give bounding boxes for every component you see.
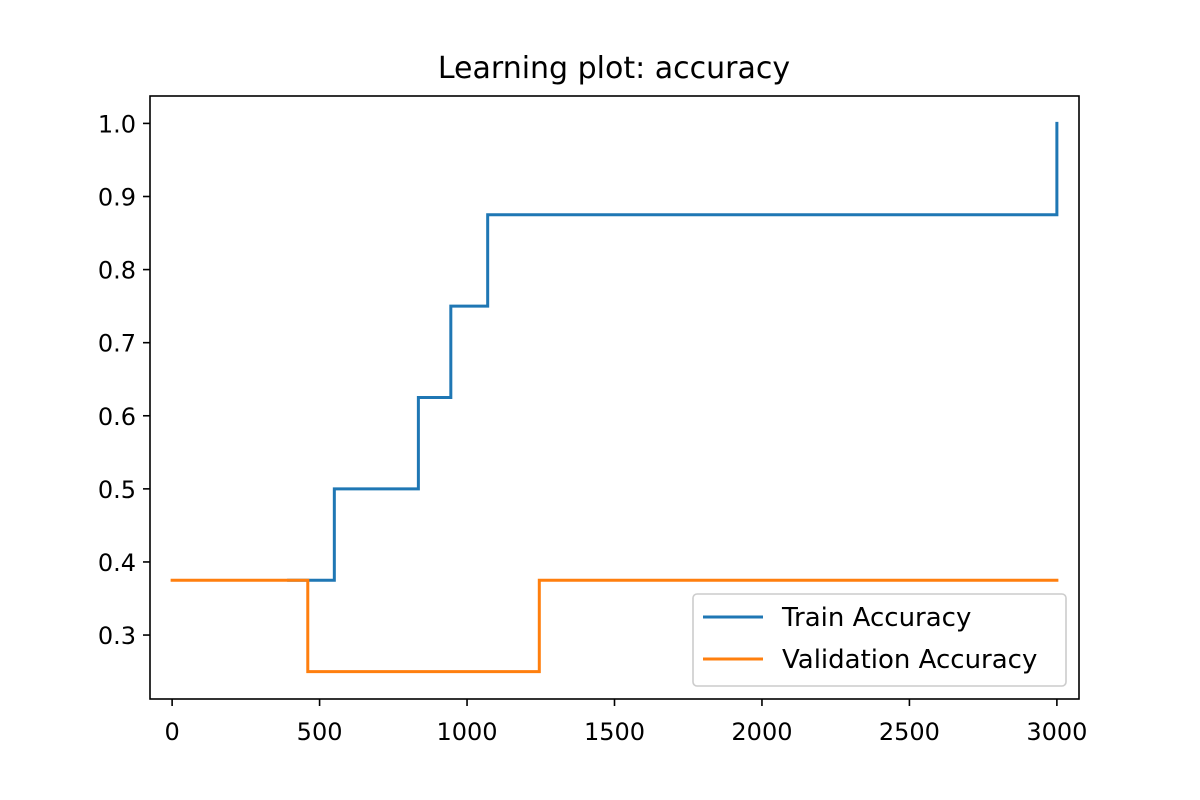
series-layer [170, 121, 1059, 674]
y-tick-label-0: 0.3 [98, 622, 136, 650]
y-axis: 0.3 0.4 0.5 0.6 0.7 0.8 0.9 1.0 [98, 110, 150, 650]
legend: Train Accuracy Validation Accuracy [692, 593, 1067, 687]
legend-label-validation-accuracy: Validation Accuracy [782, 645, 1037, 675]
series-line-validation-accuracy [170, 578, 1059, 674]
chart-title: Learning plot: accuracy [438, 51, 790, 86]
x-tick-label-0: 0 [164, 718, 179, 746]
legend-box [692, 593, 1067, 687]
y-tick-label-2: 0.5 [98, 476, 136, 504]
y-tick-label-1: 0.4 [98, 549, 136, 577]
y-tick-label-7: 1.0 [98, 110, 136, 138]
x-tick-label-5: 2500 [879, 718, 940, 746]
x-tick-label-4: 2000 [731, 718, 792, 746]
y-tick-label-6: 0.9 [98, 184, 136, 212]
y-tick-label-4: 0.7 [98, 330, 136, 358]
y-tick-label-3: 0.6 [98, 403, 136, 431]
y-tick-label-5: 0.8 [98, 257, 136, 285]
series-line-train-accuracy [287, 121, 1059, 582]
x-tick-label-6: 3000 [1026, 718, 1087, 746]
legend-label-train-accuracy: Train Accuracy [781, 603, 971, 633]
x-axis: 0 500 1000 1500 2000 2500 3000 [164, 699, 1087, 746]
x-tick-label-1: 500 [297, 718, 343, 746]
x-tick-label-3: 1500 [584, 718, 645, 746]
x-tick-label-2: 1000 [437, 718, 498, 746]
